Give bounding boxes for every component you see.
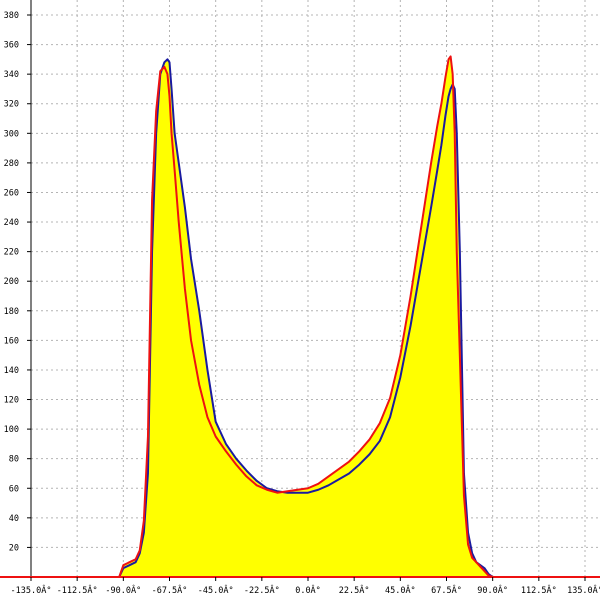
x-tick-label: 90.0Â° <box>477 584 508 596</box>
y-tick-label: 320 <box>4 100 19 110</box>
y-tick-label: 380 <box>4 11 19 21</box>
x-tick-label: 22.5Â° <box>339 584 370 596</box>
y-tick-label: 120 <box>4 396 19 406</box>
x-tick-label: -67.5Â° <box>152 584 188 596</box>
y-axis-ticks: 20 40 60 80 100 120 140 160 180 200 220 240 260 280 30… <box>4 11 31 553</box>
y-tick-label: 140 <box>4 366 19 376</box>
y-tick-label: 80 <box>9 455 19 465</box>
x-tick-label: -135.0Â° <box>11 584 52 596</box>
y-tick-label: 240 <box>4 218 19 228</box>
y-tick-label: 200 <box>4 277 19 287</box>
x-tick-label: -112.5Â° <box>57 584 98 596</box>
series-line-red <box>31 55 585 578</box>
y-tick-label: 20 <box>9 543 19 553</box>
y-tick-label: 60 <box>9 484 19 494</box>
y-tick-label: 260 <box>4 188 19 198</box>
x-tick-label: 45.0Â° <box>385 584 416 596</box>
x-tick-label: 135.0Â° <box>567 584 600 596</box>
y-tick-label: 280 <box>4 159 19 169</box>
x-axis-ticks: -135.0Â° -112.5Â° -90.0Â° -67.5Â° -45.0Â° -22… <box>11 577 600 596</box>
series-lines <box>31 55 585 578</box>
axes <box>0 0 600 578</box>
y-tick-label: 180 <box>4 307 19 317</box>
area-fill <box>31 56 585 578</box>
x-tick-label: -22.5Â° <box>244 584 280 596</box>
x-tick-label: -45.0Â° <box>198 584 234 596</box>
y-tick-label: 300 <box>4 129 19 139</box>
filled-area <box>31 56 585 578</box>
y-tick-label: 360 <box>4 41 19 51</box>
y-tick-label: 100 <box>4 425 19 435</box>
y-tick-label: 220 <box>4 248 19 258</box>
x-tick-label: 0.0Â° <box>295 584 321 596</box>
y-tick-label: 40 <box>9 514 19 524</box>
x-tick-label: 112.5Â° <box>521 584 557 596</box>
y-tick-label: 160 <box>4 336 19 346</box>
x-tick-label: -90.0Â° <box>105 584 141 596</box>
x-tick-label: 67.5Â° <box>431 584 462 596</box>
y-tick-label: 340 <box>4 70 19 80</box>
